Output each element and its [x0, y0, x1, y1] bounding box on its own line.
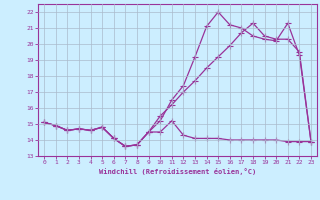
X-axis label: Windchill (Refroidissement éolien,°C): Windchill (Refroidissement éolien,°C): [99, 168, 256, 175]
